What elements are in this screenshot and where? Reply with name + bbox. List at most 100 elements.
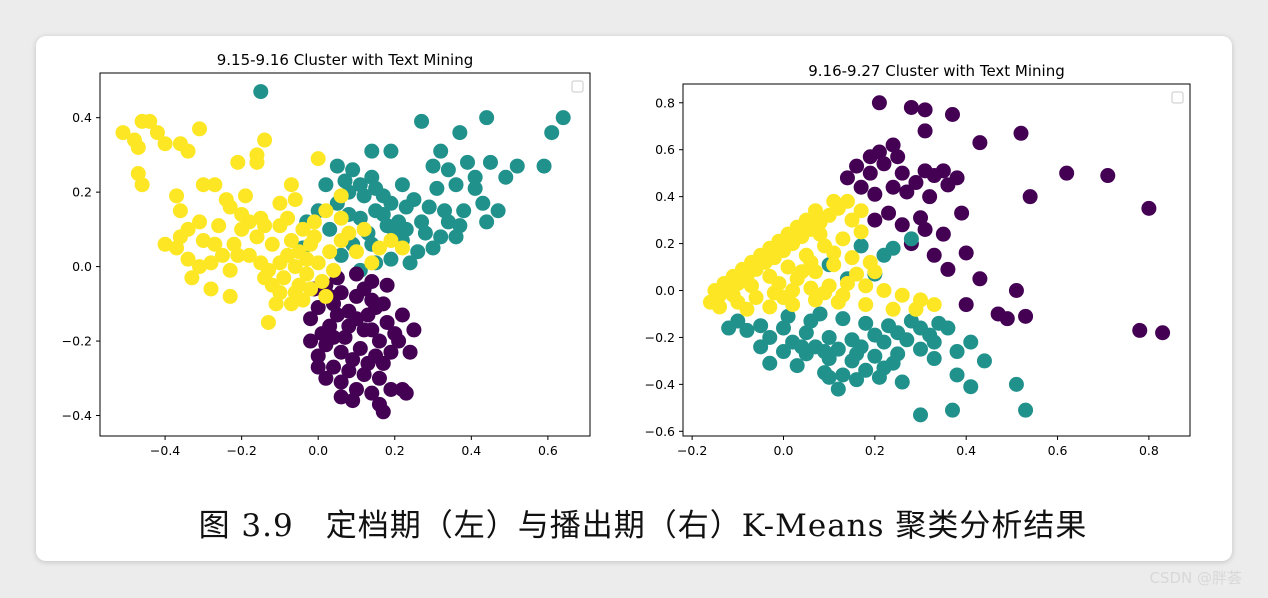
right-point-cluster-1 bbox=[858, 315, 874, 331]
left-point-cluster-1 bbox=[310, 348, 326, 364]
right-point-cluster-1 bbox=[849, 346, 865, 362]
right-point-cluster-0 bbox=[839, 170, 855, 186]
right-x-tick-label: 0.8 bbox=[1139, 443, 1159, 458]
left-point-cluster-0 bbox=[475, 195, 491, 211]
right-point-cluster-1 bbox=[775, 344, 791, 360]
right-point-cluster-0 bbox=[958, 297, 974, 313]
right-point-cluster-0 bbox=[926, 247, 942, 263]
right-point-cluster-1 bbox=[858, 362, 874, 378]
left-point-cluster-2 bbox=[172, 203, 188, 219]
right-point-cluster-1 bbox=[1018, 402, 1034, 418]
left-point-cluster-2 bbox=[283, 233, 299, 249]
left-point-cluster-2 bbox=[287, 285, 303, 301]
left-point-cluster-1 bbox=[318, 370, 334, 386]
right-point-cluster-2 bbox=[894, 287, 910, 303]
left-point-cluster-0 bbox=[402, 255, 418, 271]
right-point-cluster-1 bbox=[944, 402, 960, 418]
right-axes-frame bbox=[682, 83, 1191, 437]
left-point-cluster-2 bbox=[287, 259, 303, 275]
left-point-cluster-2 bbox=[299, 251, 315, 267]
right-point-cluster-2 bbox=[780, 259, 796, 275]
right-x-tick-label: 0.2 bbox=[865, 443, 885, 458]
left-point-cluster-2 bbox=[234, 221, 250, 237]
left-point-cluster-2 bbox=[249, 147, 265, 163]
right-y-tick-label: 0.4 bbox=[655, 189, 675, 204]
left-point-cluster-2 bbox=[169, 188, 185, 204]
right-point-cluster-2 bbox=[771, 275, 787, 291]
left-point-cluster-2 bbox=[272, 195, 288, 211]
left-point-cluster-1 bbox=[333, 285, 349, 301]
left-point-cluster-2 bbox=[295, 221, 311, 237]
left-point-cluster-2 bbox=[299, 266, 315, 282]
left-x-tick-label: −0.4 bbox=[150, 443, 180, 458]
right-point-cluster-0 bbox=[917, 123, 933, 139]
right-point-cluster-1 bbox=[798, 325, 814, 341]
left-point-cluster-0 bbox=[467, 180, 483, 196]
left-point-cluster-2 bbox=[157, 136, 173, 152]
right-point-cluster-1 bbox=[817, 344, 833, 360]
left-point-cluster-2 bbox=[310, 255, 326, 271]
right-point-cluster-0 bbox=[853, 179, 869, 195]
right-point-cluster-1 bbox=[885, 355, 901, 371]
right-point-cluster-2 bbox=[794, 264, 810, 280]
left-point-cluster-2 bbox=[306, 229, 322, 245]
watermark: CSDN @胖荟 bbox=[1149, 569, 1242, 587]
right-point-cluster-1 bbox=[881, 318, 897, 334]
right-point-cluster-2 bbox=[762, 299, 778, 315]
right-point-cluster-1 bbox=[821, 369, 837, 385]
right-point-cluster-0 bbox=[1132, 322, 1148, 338]
left-point-cluster-2 bbox=[184, 270, 200, 286]
right-point-cluster-0 bbox=[871, 144, 887, 160]
left-point-cluster-0 bbox=[318, 177, 334, 193]
right-point-cluster-2 bbox=[739, 301, 755, 317]
left-point-cluster-2 bbox=[287, 192, 303, 208]
left-point-cluster-0 bbox=[421, 199, 437, 215]
left-point-cluster-1 bbox=[394, 307, 410, 323]
left-point-cluster-0 bbox=[509, 158, 525, 174]
left-point-cluster-0 bbox=[364, 169, 380, 185]
right-legend-box bbox=[1171, 91, 1184, 104]
right-point-cluster-2 bbox=[926, 297, 942, 313]
left-point-cluster-0 bbox=[448, 229, 464, 245]
right-point-cluster-0 bbox=[867, 212, 883, 228]
right-point-cluster-2 bbox=[835, 231, 851, 247]
right-point-cluster-2 bbox=[858, 278, 874, 294]
right-point-cluster-2 bbox=[844, 250, 860, 266]
right-y-tick-label: 0.0 bbox=[655, 283, 675, 298]
right-point-cluster-0 bbox=[1022, 189, 1038, 205]
left-point-cluster-0 bbox=[536, 158, 552, 174]
right-point-cluster-0 bbox=[940, 261, 956, 277]
right-point-cluster-1 bbox=[835, 367, 851, 383]
left-point-cluster-1 bbox=[333, 389, 349, 405]
right-point-cluster-0 bbox=[935, 226, 951, 242]
right-x-tick-label: 0.6 bbox=[1048, 443, 1068, 458]
left-point-cluster-1 bbox=[326, 359, 342, 375]
left-point-cluster-2 bbox=[249, 229, 265, 245]
left-point-cluster-2 bbox=[230, 247, 246, 263]
left-point-cluster-2 bbox=[280, 247, 296, 263]
left-point-cluster-0 bbox=[440, 162, 456, 178]
left-point-cluster-0 bbox=[398, 221, 414, 237]
left-point-cluster-0 bbox=[364, 143, 380, 159]
right-point-cluster-0 bbox=[1018, 308, 1034, 324]
left-point-cluster-2 bbox=[283, 177, 299, 193]
left-point-cluster-2 bbox=[237, 188, 253, 204]
left-point-cluster-2 bbox=[341, 225, 357, 241]
left-point-cluster-1 bbox=[329, 307, 345, 323]
right-y-tick-label: −0.6 bbox=[645, 424, 675, 439]
left-point-cluster-0 bbox=[460, 154, 475, 170]
left-point-cluster-2 bbox=[222, 288, 238, 304]
right-point-cluster-1 bbox=[721, 320, 737, 336]
left-point-cluster-0 bbox=[337, 173, 353, 189]
right-point-cluster-0 bbox=[913, 210, 929, 226]
left-point-cluster-2 bbox=[257, 132, 273, 148]
right-point-cluster-1 bbox=[835, 311, 851, 327]
right-point-cluster-0 bbox=[862, 165, 878, 181]
left-point-cluster-0 bbox=[375, 188, 391, 204]
right-point-cluster-0 bbox=[890, 149, 906, 165]
left-point-cluster-1 bbox=[379, 277, 395, 293]
right-x-tick-label: 0.4 bbox=[956, 443, 976, 458]
right-point-cluster-1 bbox=[903, 313, 919, 329]
right-point-cluster-0 bbox=[885, 137, 901, 153]
right-point-cluster-0 bbox=[894, 217, 910, 233]
